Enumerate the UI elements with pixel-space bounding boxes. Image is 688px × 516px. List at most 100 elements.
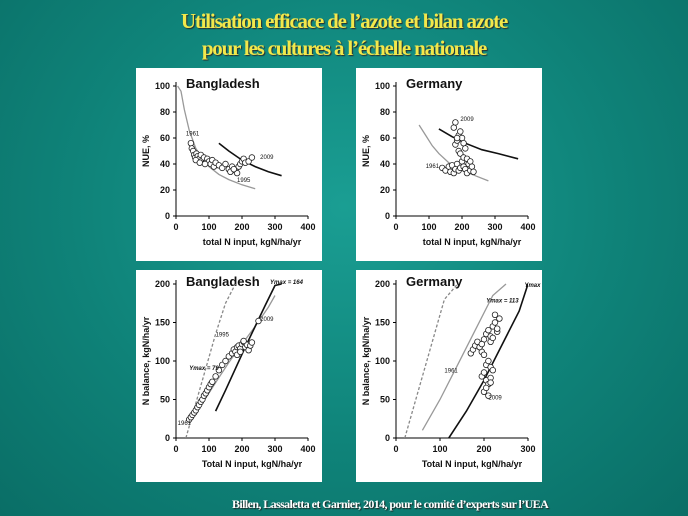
slide-title-line2: pour les cultures à l’échelle nationale [201, 36, 488, 60]
y-tick-label: 200 [375, 279, 390, 289]
chart-nbalance-bangladesh: 0 100 200 300 400 0 50 100 150 200 Total N input, … [141, 274, 316, 469]
y-tick-label: 0 [385, 211, 390, 221]
chart-nue-germany: 0 100 200 300 400 0 20 40 60 80 100 total N input, … [361, 76, 536, 247]
chart-title: Germany [406, 274, 463, 289]
data-point [496, 315, 503, 322]
y-tick-label: 40 [380, 159, 390, 169]
x-tick-label: 300 [267, 444, 282, 454]
data-point [468, 163, 476, 170]
y-tick-label: 150 [155, 318, 170, 328]
year-annotation: 2009 [488, 396, 502, 402]
y-tick-label: 20 [380, 185, 390, 195]
x-tick-label: 0 [173, 222, 178, 232]
data-point [248, 339, 256, 346]
year-annotation: 1995 [216, 332, 230, 338]
data-point [493, 325, 501, 332]
y-tick-label: 0 [385, 433, 390, 443]
x-tick-label: 0 [393, 222, 398, 232]
data-point [248, 154, 256, 161]
x-tick-label: 200 [454, 222, 469, 232]
curve-line-2 [421, 283, 507, 431]
x-axis-label: total N input, kgN/ha/yr [423, 237, 522, 247]
y-axis-label: NUE, % [361, 135, 371, 167]
ymax-annotation: Ymax = 79 [189, 366, 219, 372]
chart-panel-nue-germany: 0 100 200 300 400 0 20 40 60 80 100 total N input, … [356, 68, 542, 261]
y-axis-label: NUE, % [141, 135, 151, 167]
data-point [457, 128, 464, 135]
data-point [480, 369, 488, 376]
y-tick-label: 80 [380, 107, 390, 117]
y-axis-label: N balance, kgN/ha/yr [361, 316, 371, 405]
x-tick-label: 100 [421, 222, 436, 232]
data-point [201, 160, 209, 168]
data-point [212, 373, 219, 380]
year-annotation: 1961 [444, 369, 458, 375]
ymax-annotation: Ymax = 302 [524, 283, 542, 289]
chart-title: Bangladesh [186, 76, 260, 91]
y-tick-label: 60 [160, 133, 170, 143]
chart-nbalance-germany: 0 100 200 300 0 50 100 150 200 Total N input, kgN… [361, 274, 542, 469]
ymax-annotation: Ymax = 113 [486, 298, 519, 304]
data-point [452, 119, 459, 126]
curve-line-1 [404, 283, 459, 438]
y-tick-label: 100 [155, 356, 170, 366]
data-point [450, 124, 457, 131]
x-axis-label: Total N input, kgN/ha/yr [202, 459, 303, 469]
data-point [187, 139, 195, 147]
data-point [491, 319, 499, 326]
chart-panel-nbalance-bangladesh: 0 100 200 300 400 0 50 100 150 200 Total N input, … [136, 270, 322, 482]
ymax-annotation: Ymax = 164 [270, 280, 304, 286]
data-point [209, 378, 216, 385]
curves-group [404, 283, 528, 438]
data-point [240, 337, 247, 345]
y-tick-label: 40 [160, 159, 170, 169]
data-point [491, 311, 499, 318]
slide-title-line1: Utilisation efficace de l’azote et bilan… [180, 9, 508, 33]
y-tick-label: 60 [380, 133, 390, 143]
y-axis-label: N balance, kgN/ha/yr [141, 316, 151, 405]
y-tick-label: 200 [155, 279, 170, 289]
x-tick-label: 0 [393, 444, 398, 454]
x-axis-label: Total N input, kgN/ha/yr [422, 459, 523, 469]
y-tick-label: 150 [375, 318, 390, 328]
data-point [482, 384, 490, 392]
y-tick-label: 20 [160, 185, 170, 195]
data-point [230, 165, 237, 173]
data-point [489, 334, 496, 342]
year-annotation: 1961 [426, 164, 440, 170]
curves-group [185, 283, 282, 438]
data-point [222, 160, 229, 168]
y-tick-label: 50 [160, 395, 170, 405]
data-point [480, 351, 488, 358]
curve-line-3 [448, 283, 528, 438]
y-tick-label: 50 [380, 395, 390, 405]
curve-line-2 [438, 128, 519, 160]
y-tick-label: 100 [375, 356, 390, 366]
year-annotation: 1961 [186, 131, 200, 137]
x-tick-label: 400 [300, 222, 315, 232]
x-tick-label: 0 [173, 444, 178, 454]
data-point [196, 159, 203, 166]
x-tick-label: 300 [487, 222, 502, 232]
year-annotation: 2009 [260, 317, 274, 323]
y-tick-label: 100 [155, 81, 170, 91]
year-annotation: 1995 [237, 178, 251, 184]
year-annotation: 2009 [460, 117, 474, 123]
y-tick-label: 100 [375, 81, 390, 91]
x-tick-label: 100 [432, 444, 447, 454]
x-axis-label: total N input, kgN/ha/yr [203, 237, 302, 247]
chart-panel-nue-bangladesh: 0 100 200 300 400 0 20 40 60 80 100 total N input, … [136, 68, 322, 261]
x-tick-label: 400 [300, 444, 315, 454]
x-tick-label: 400 [520, 222, 535, 232]
y-tick-label: 0 [165, 211, 170, 221]
data-point [485, 327, 492, 334]
data-point [487, 379, 494, 386]
data-point [478, 340, 485, 348]
x-tick-label: 200 [234, 444, 249, 454]
data-point [222, 357, 229, 365]
data-point [453, 134, 461, 142]
chart-title: Bangladesh [186, 274, 260, 289]
data-point [485, 357, 492, 365]
y-tick-label: 80 [160, 107, 170, 117]
x-tick-label: 300 [520, 444, 535, 454]
